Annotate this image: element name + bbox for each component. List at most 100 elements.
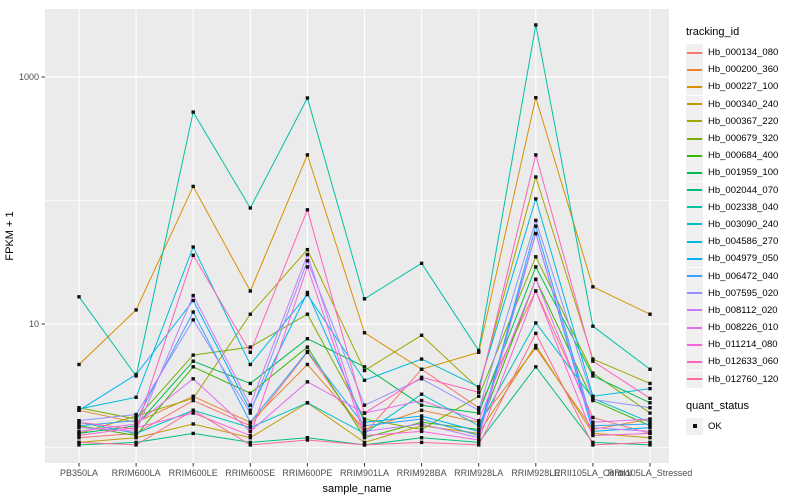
data-point bbox=[248, 429, 252, 434]
data-point bbox=[305, 96, 310, 100]
data-point bbox=[134, 440, 138, 445]
data-point bbox=[477, 418, 481, 423]
data-point bbox=[191, 359, 195, 363]
x-tick-label: RRIM928BA bbox=[397, 468, 447, 478]
legend-key-icon bbox=[686, 319, 703, 337]
data-point bbox=[534, 365, 538, 369]
data-point bbox=[419, 261, 424, 266]
data-point bbox=[591, 424, 595, 428]
data-point bbox=[248, 411, 252, 415]
data-point bbox=[419, 398, 424, 403]
legend-key-icon bbox=[686, 301, 703, 319]
data-point bbox=[419, 440, 424, 445]
data-point bbox=[77, 424, 81, 428]
data-point bbox=[305, 265, 310, 269]
data-point bbox=[134, 308, 138, 312]
legend-item: Hb_002338_040 bbox=[686, 198, 798, 216]
data-point bbox=[305, 438, 310, 442]
legend-item-label: Hb_000679_320 bbox=[708, 133, 779, 145]
data-point bbox=[248, 440, 252, 445]
data-point bbox=[305, 153, 310, 157]
legend-key-icon bbox=[686, 336, 703, 354]
data-point bbox=[534, 231, 538, 236]
data-point bbox=[419, 403, 424, 407]
data-point bbox=[305, 292, 310, 297]
data-point bbox=[419, 429, 424, 434]
data-point bbox=[534, 346, 538, 350]
legend-item: Hb_000684_400 bbox=[686, 147, 798, 165]
data-point bbox=[191, 293, 195, 298]
data-point bbox=[134, 418, 138, 423]
data-point bbox=[648, 396, 652, 401]
data-point bbox=[477, 438, 481, 442]
data-point bbox=[648, 401, 652, 405]
data-point bbox=[477, 348, 481, 353]
data-point bbox=[477, 436, 481, 440]
data-point bbox=[362, 433, 367, 438]
legend-item-label: Hb_012760_120 bbox=[708, 373, 779, 385]
legend-key-icon bbox=[686, 353, 703, 371]
legend-item-label: Hb_008226_010 bbox=[708, 322, 779, 334]
data-point bbox=[648, 411, 652, 415]
data-point bbox=[191, 408, 195, 413]
legend-item: Hb_003090_240 bbox=[686, 215, 798, 233]
data-point bbox=[362, 403, 367, 407]
legend-item-label: Hb_002044_070 bbox=[708, 184, 779, 196]
data-point bbox=[419, 333, 424, 338]
data-point bbox=[591, 357, 595, 361]
data-point bbox=[362, 424, 367, 428]
legend-item-label: Hb_004586_270 bbox=[708, 236, 779, 248]
data-point bbox=[534, 197, 538, 201]
data-point bbox=[191, 184, 195, 189]
data-point bbox=[591, 324, 595, 328]
data-point bbox=[362, 368, 367, 373]
legend-item: Hb_012760_120 bbox=[686, 370, 798, 388]
legend-item-label: OK bbox=[708, 420, 722, 432]
data-point bbox=[648, 422, 652, 426]
data-point bbox=[134, 395, 138, 399]
data-point bbox=[191, 377, 195, 381]
x-axis-title: sample_name bbox=[322, 483, 391, 495]
legend-item: Hb_000134_080 bbox=[686, 44, 798, 62]
data-point bbox=[477, 433, 481, 438]
legend-key-icon bbox=[686, 250, 703, 268]
data-point bbox=[362, 331, 367, 335]
y-axis-title: FPKM + 1 bbox=[4, 211, 16, 260]
data-point bbox=[648, 367, 652, 371]
data-point bbox=[77, 420, 81, 424]
legend-item-label: Hb_001959_100 bbox=[708, 167, 779, 179]
legend-key-icon bbox=[686, 233, 703, 251]
data-point bbox=[191, 245, 195, 249]
legend-key-icon bbox=[686, 130, 703, 148]
data-point bbox=[305, 290, 310, 295]
legend-key-icon bbox=[686, 284, 703, 302]
black-square-marker-icon bbox=[686, 417, 703, 435]
x-tick-label: RRIM600LA bbox=[112, 468, 161, 478]
data-point bbox=[305, 362, 310, 367]
data-point bbox=[648, 381, 652, 386]
data-point bbox=[648, 440, 652, 445]
data-point bbox=[362, 431, 367, 436]
data-point bbox=[77, 408, 81, 413]
data-point bbox=[534, 331, 538, 336]
data-point bbox=[419, 375, 424, 380]
x-tick-label: RRIM600PE bbox=[282, 468, 332, 478]
data-point bbox=[534, 175, 538, 179]
y-tick-label: 1000 bbox=[19, 72, 39, 82]
data-point bbox=[77, 425, 81, 430]
legend-key-icon bbox=[686, 198, 703, 216]
data-point bbox=[419, 417, 424, 421]
x-tick-label: RRIM600LE bbox=[169, 468, 218, 478]
legend-item: Hb_001959_100 bbox=[686, 164, 798, 182]
data-point bbox=[419, 424, 424, 428]
legend-item: Hb_008226_010 bbox=[686, 319, 798, 337]
data-point bbox=[477, 424, 481, 428]
data-point bbox=[191, 110, 195, 114]
legend-item: Hb_011214_080 bbox=[686, 336, 798, 354]
data-point bbox=[534, 343, 538, 348]
data-point bbox=[248, 362, 252, 367]
data-point bbox=[134, 433, 138, 438]
data-point bbox=[591, 359, 595, 363]
data-point bbox=[134, 424, 138, 428]
data-point bbox=[191, 431, 195, 436]
